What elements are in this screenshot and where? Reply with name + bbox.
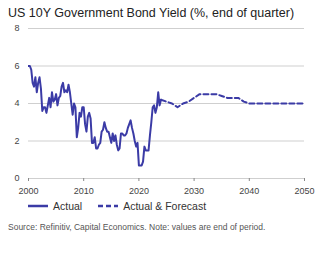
html-text:Actual & Forecast: Actual & Forecast bbox=[123, 200, 207, 212]
svg-text:2000: 2000 bbox=[18, 186, 38, 196]
svg-text:2040: 2040 bbox=[239, 186, 259, 196]
svg-text:4: 4 bbox=[14, 98, 19, 108]
html-text:Actual: Actual bbox=[53, 200, 83, 212]
html-text:US 10Y Government Bond Yield (: US 10Y Government Bond Yield (%, end of … bbox=[8, 6, 294, 20]
svg-text:2050: 2050 bbox=[294, 186, 314, 196]
svg-text:0: 0 bbox=[14, 173, 19, 183]
html-text:Source: Refinitiv, Capital Eco: Source: Refinitiv, Capital Economics. No… bbox=[8, 222, 266, 232]
svg-text:2030: 2030 bbox=[184, 186, 204, 196]
svg-text:2020: 2020 bbox=[129, 186, 149, 196]
svg-text:2: 2 bbox=[14, 136, 19, 146]
svg-text:8: 8 bbox=[14, 23, 19, 33]
svg-text:2010: 2010 bbox=[74, 186, 94, 196]
svg-text:6: 6 bbox=[14, 61, 19, 71]
